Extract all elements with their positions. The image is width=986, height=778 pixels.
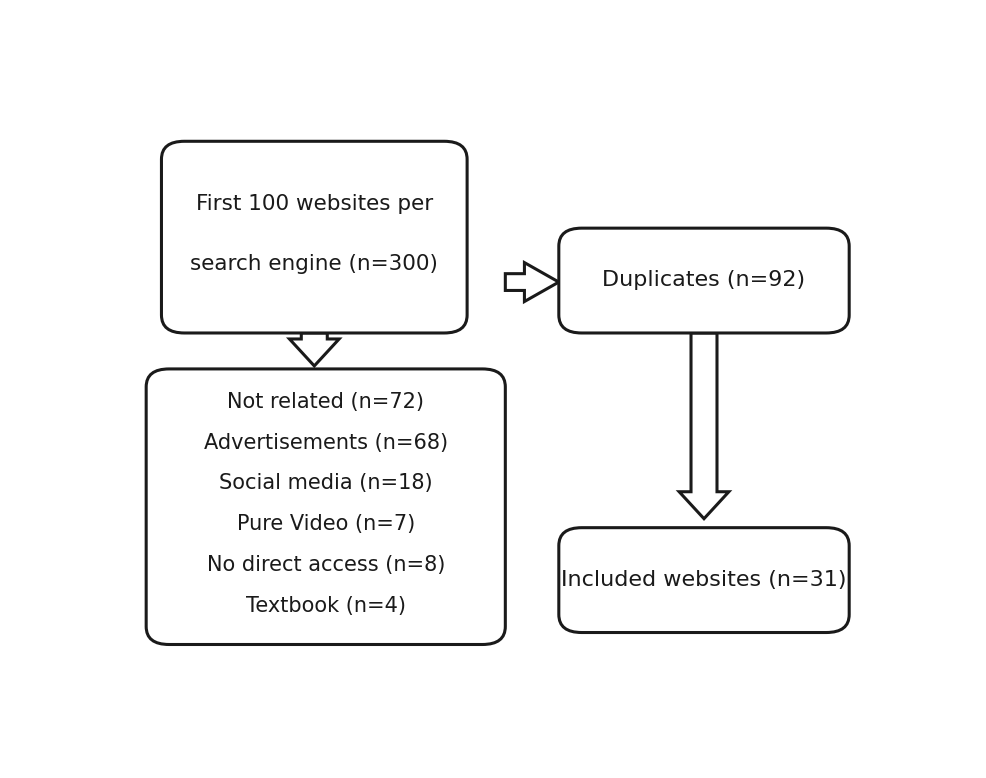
- Text: Pure Video (n=7): Pure Video (n=7): [237, 514, 415, 534]
- FancyBboxPatch shape: [559, 228, 849, 333]
- Text: Duplicates (n=92): Duplicates (n=92): [602, 270, 806, 290]
- Text: Included websites (n=31): Included websites (n=31): [561, 569, 847, 590]
- Text: Social media (n=18): Social media (n=18): [219, 473, 433, 493]
- Text: Textbook (n=4): Textbook (n=4): [246, 595, 406, 615]
- Polygon shape: [679, 333, 729, 519]
- Text: Not related (n=72): Not related (n=72): [227, 392, 424, 412]
- Text: search engine (n=300): search engine (n=300): [190, 254, 438, 274]
- Text: Advertisements (n=68): Advertisements (n=68): [204, 433, 448, 453]
- FancyBboxPatch shape: [559, 527, 849, 633]
- Text: First 100 websites per: First 100 websites per: [195, 194, 433, 214]
- Text: No direct access (n=8): No direct access (n=8): [206, 555, 445, 575]
- FancyBboxPatch shape: [146, 369, 505, 644]
- Polygon shape: [290, 333, 339, 366]
- FancyBboxPatch shape: [162, 142, 467, 333]
- Polygon shape: [505, 263, 559, 302]
